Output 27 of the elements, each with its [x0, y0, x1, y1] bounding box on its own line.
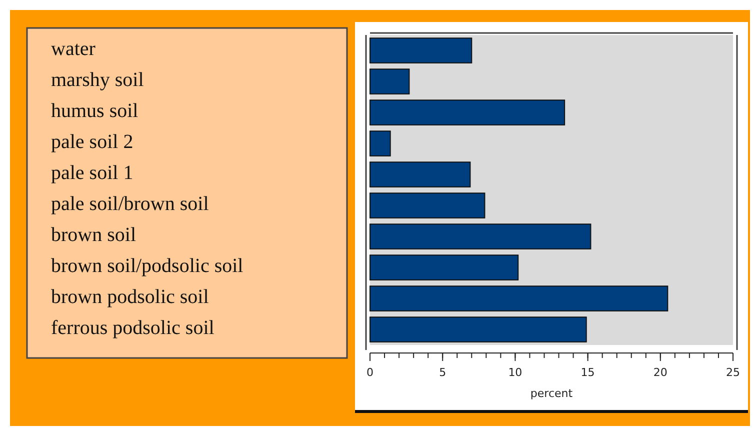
x-tick-label: 25 — [726, 366, 740, 379]
bar — [370, 286, 668, 312]
bar — [370, 316, 587, 342]
y-tick-label: brown podsolic soil — [51, 286, 210, 308]
y-tick-label: brown soil/podsolic soil — [51, 255, 244, 278]
bar — [370, 224, 592, 250]
y-tick-label: humus soil — [51, 100, 139, 122]
x-axis-title: percent — [530, 387, 574, 400]
bar — [370, 68, 410, 94]
bar — [370, 38, 472, 64]
y-tick-label: marshy soil — [51, 69, 144, 92]
y-tick-label: water — [51, 38, 96, 60]
y-tick-label: brown soil — [51, 224, 136, 246]
bar — [370, 100, 566, 126]
y-tick-label: ferrous podsolic soil — [51, 317, 215, 340]
y-tick-label: pale soil 1 — [51, 162, 134, 184]
bar — [370, 192, 486, 218]
x-tick-label: 15 — [580, 366, 595, 379]
bar — [370, 254, 519, 280]
x-tick-label: 5 — [439, 366, 446, 379]
x-tick-label: 10 — [508, 366, 522, 379]
x-tick-label: 20 — [653, 366, 668, 379]
bar — [370, 130, 391, 156]
y-tick-label: pale soil 2 — [51, 131, 134, 154]
bar — [370, 162, 471, 188]
y-tick-label: pale soil/brown soil — [51, 193, 210, 216]
x-tick-label: 0 — [366, 366, 374, 379]
